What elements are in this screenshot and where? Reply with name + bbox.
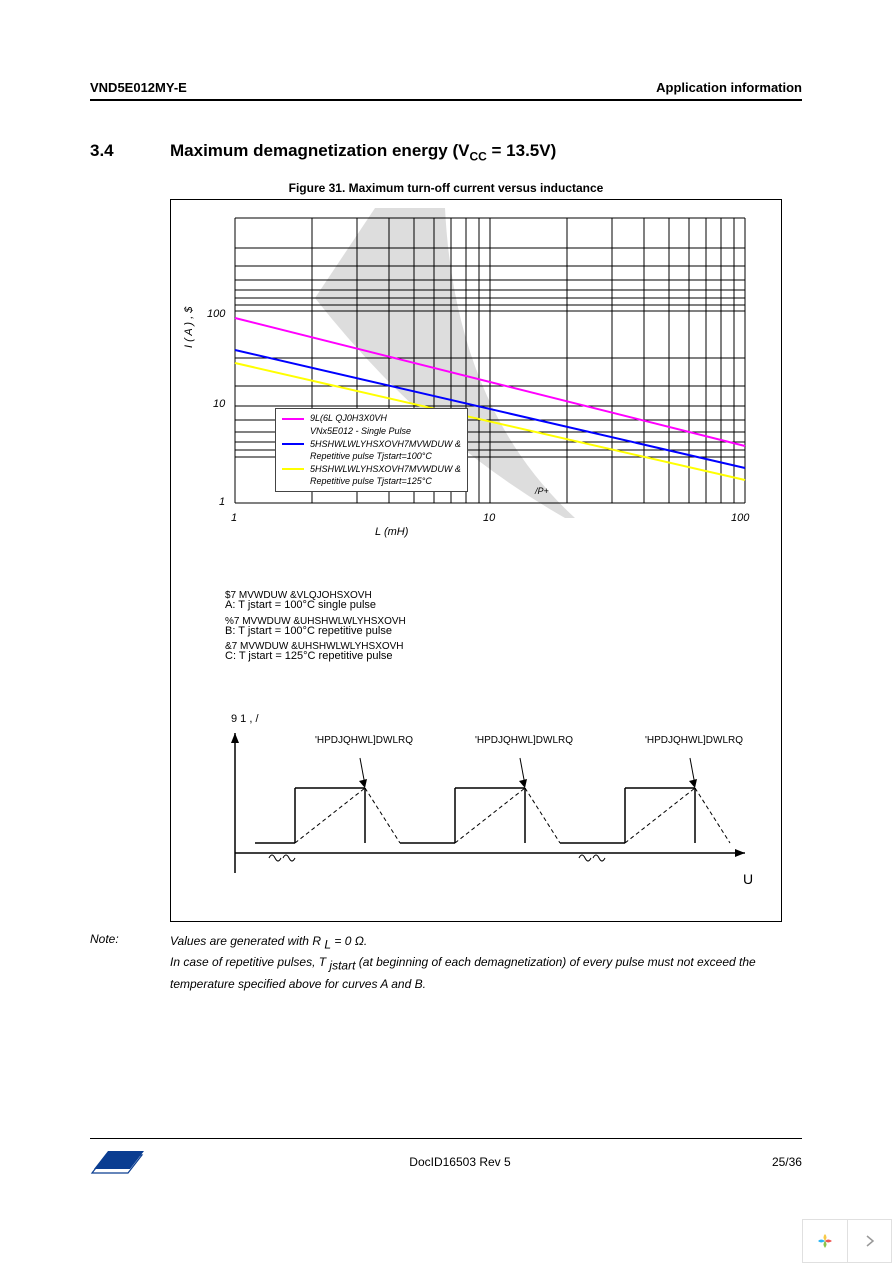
note-c: &7 MVWDUW &UHSHWLWLYHSXOVH C: T jstart =… xyxy=(225,639,769,665)
note-body: Values are generated with R L = 0 Ω. In … xyxy=(170,932,802,993)
corner-icon[interactable] xyxy=(803,1220,847,1262)
section-number: 3.4 xyxy=(90,141,170,161)
chart-area: 100 10 1 1 10 100 /P+ I ( A ) , $ L (mH)… xyxy=(195,208,769,528)
figure-notes: $7 MVWDUW &VLQJOHSXOVH A: T jstart = 100… xyxy=(225,588,769,665)
extra-label: /P+ xyxy=(535,486,549,496)
st-logo xyxy=(90,1147,148,1177)
time-axis-label: U xyxy=(743,871,753,887)
legend-item-2: 5HSHWLWLYHSXOVH7MVWDUW & xyxy=(282,438,461,451)
section-heading: 3.4 Maximum demagnetization energy (VCC … xyxy=(90,141,802,163)
demag-label-1: 'HPDJQHWL]DWLRQ xyxy=(315,735,413,746)
note-a: $7 MVWDUW &VLQJOHSXOVH A: T jstart = 100… xyxy=(225,588,769,614)
waveform-area: 9 1 , / xyxy=(195,713,769,913)
page-number: 25/36 xyxy=(772,1155,802,1169)
x-axis-label: L (mH) xyxy=(375,526,408,538)
y-tick-100: 100 xyxy=(207,308,225,320)
y-tick-1: 1 xyxy=(219,496,225,508)
page-header: VND5E012MY-E Application information xyxy=(90,80,802,101)
legend-item-3: 5HSHWLWLYHSXOVH7MVWDUW & xyxy=(282,463,461,476)
x-tick-1: 1 xyxy=(231,512,237,524)
legend-swatch-2 xyxy=(282,443,304,445)
corner-nav xyxy=(802,1219,892,1263)
legend-item-1: 9L(6L QJ0H3X0VH xyxy=(282,412,461,425)
pulse-1 xyxy=(255,758,400,843)
y-axis-label: I ( A ) , $ xyxy=(183,307,195,348)
doc-id: DocID16503 Rev 5 xyxy=(409,1155,510,1169)
next-page-button[interactable] xyxy=(847,1220,891,1262)
wave-y-label: 9 1 , / xyxy=(231,713,259,725)
legend-swatch-3 xyxy=(282,468,304,470)
demag-label-2: 'HPDJQHWL]DWLRQ xyxy=(475,735,573,746)
doc-section: Application information xyxy=(656,80,802,95)
legend: 9L(6L QJ0H3X0VH VNx5E012 - Single Pulse … xyxy=(275,408,468,492)
pulse-2 xyxy=(400,758,560,843)
note-label: Note: xyxy=(90,932,170,993)
pulse-3 xyxy=(560,758,730,843)
x-tick-10: 10 xyxy=(483,512,495,524)
note-b: %7 MVWDUW &UHSHWLWLYHSXOVH B: T jstart =… xyxy=(225,614,769,640)
y-tick-10: 10 xyxy=(213,398,225,410)
doc-code: VND5E012MY-E xyxy=(90,80,187,95)
demag-label-3: 'HPDJQHWL]DWLRQ xyxy=(645,735,743,746)
section-title: Maximum demagnetization energy (VCC = 13… xyxy=(170,141,556,163)
x-tick-100: 100 xyxy=(731,512,749,524)
figure-frame: 100 10 1 1 10 100 /P+ I ( A ) , $ L (mH)… xyxy=(170,199,782,922)
waveform-svg xyxy=(225,733,765,903)
figure-caption: Figure 31. Maximum turn-off current vers… xyxy=(90,181,802,195)
legend-swatch-1 xyxy=(282,418,304,420)
page-note: Note: Values are generated with R L = 0 … xyxy=(90,932,802,993)
page-footer: DocID16503 Rev 5 25/36 xyxy=(90,1138,802,1177)
